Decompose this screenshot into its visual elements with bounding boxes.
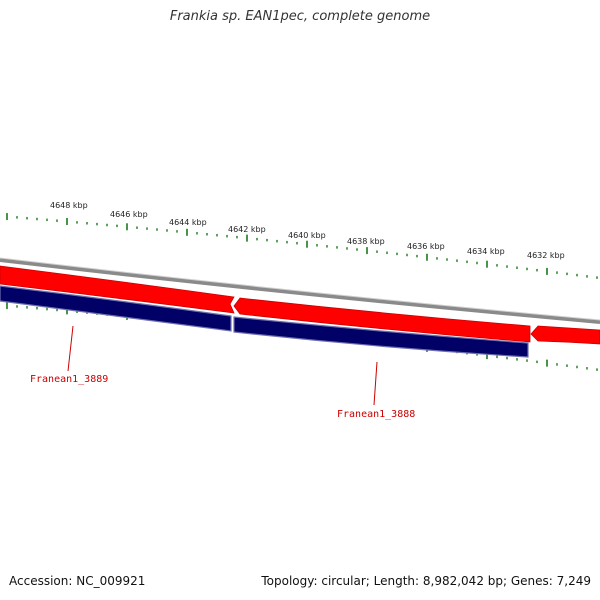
scale-label-4632: 4632 kbp [527, 251, 565, 260]
forward-gene-arrow-right[interactable] [530, 325, 600, 345]
forward-gene-arrow-middle[interactable] [233, 297, 531, 343]
accession-text: Accession: NC_009921 [9, 574, 146, 588]
scale-label-4638: 4638 kbp [347, 237, 385, 246]
reverse-gene-block-left[interactable] [0, 285, 232, 332]
scale-label-4634: 4634 kbp [467, 247, 505, 256]
genome-title: Frankia sp. EAN1pec, complete genome [169, 9, 431, 24]
scale-label-4646: 4646 kbp [110, 210, 148, 219]
scale-label-4644: 4644 kbp [169, 218, 207, 227]
backbone-track [0, 258, 600, 324]
gene-label-3889[interactable]: Franean1_3889 [30, 374, 108, 385]
scale-label-4648: 4648 kbp [50, 201, 88, 210]
reverse-gene-block-right[interactable] [233, 316, 529, 358]
forward-strand-track [0, 265, 600, 345]
scale-label-4636: 4636 kbp [407, 242, 445, 251]
backbone-highlight [0, 257, 600, 321]
reverse-strand-track [0, 285, 529, 358]
outer-tick-marks [6, 213, 598, 279]
gene-leader-line-3888 [373, 361, 378, 406]
forward-gene-arrow-left[interactable] [0, 265, 235, 314]
scale-label-4642: 4642 kbp [228, 225, 266, 234]
gene-leader-line-3889 [67, 325, 74, 372]
gene-label-3888[interactable]: Franean1_3888 [337, 409, 415, 420]
scale-label-4640: 4640 kbp [288, 231, 326, 240]
genome-summary-text: Topology: circular; Length: 8,982,042 bp… [261, 574, 591, 588]
